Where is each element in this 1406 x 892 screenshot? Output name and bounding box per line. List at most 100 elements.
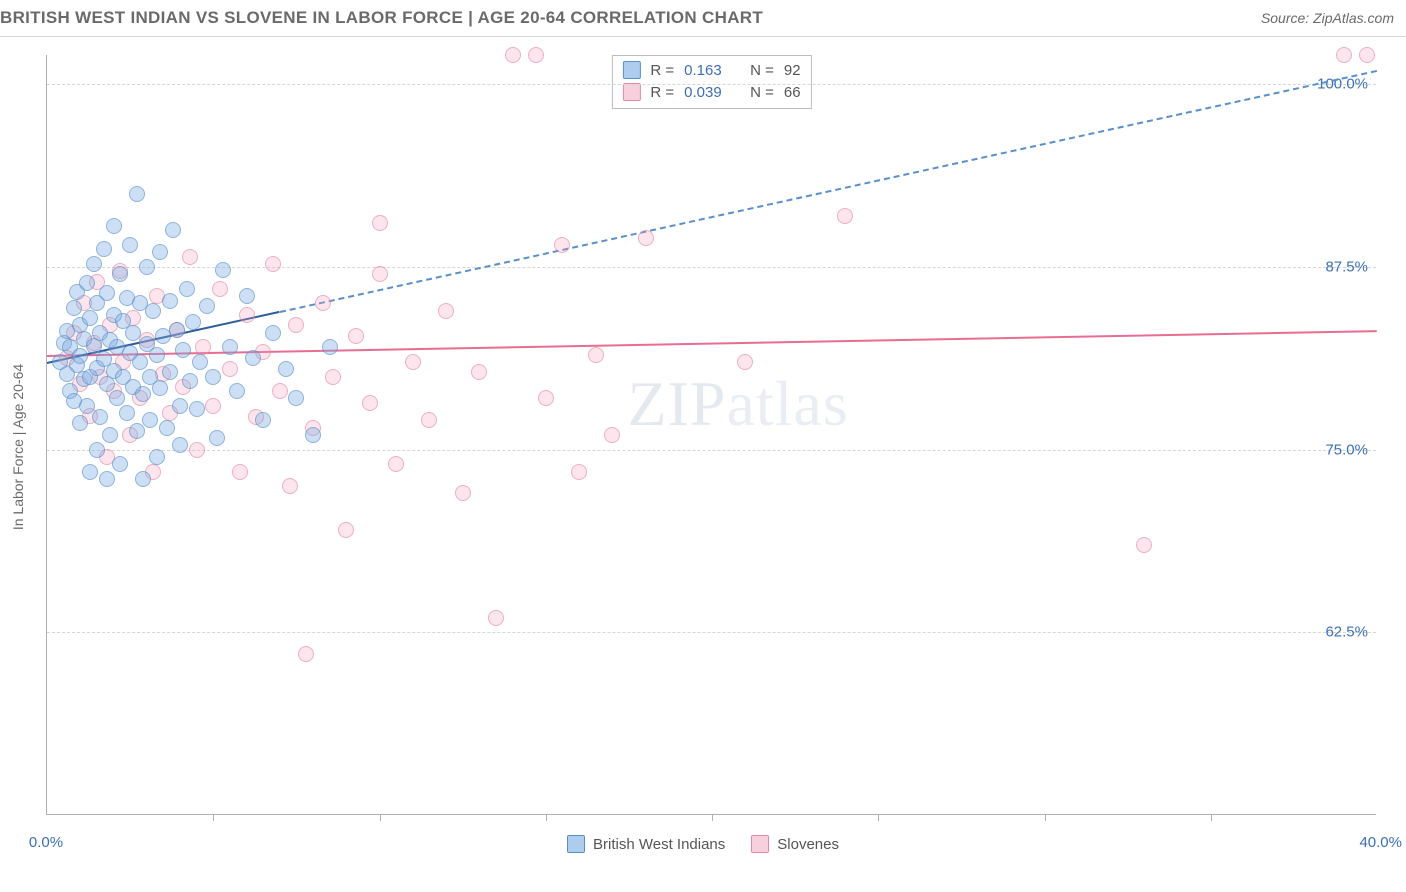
scatter-point-bwi — [199, 298, 215, 314]
n-value-b: 66 — [784, 84, 801, 101]
scatter-point-bwi — [99, 471, 115, 487]
scatter-point-bwi — [205, 369, 221, 385]
scatter-point-slovene — [588, 347, 604, 363]
scatter-point-slovene — [348, 328, 364, 344]
scatter-point-slovene — [282, 478, 298, 494]
scatter-point-bwi — [189, 401, 205, 417]
n-value-a: 92 — [784, 62, 801, 79]
watermark: ZIPatlas — [627, 367, 848, 441]
scatter-point-slovene — [837, 208, 853, 224]
x-tick — [712, 814, 713, 821]
x-tick-label-left: 0.0% — [29, 834, 63, 851]
scatter-point-bwi — [112, 456, 128, 472]
scatter-point-bwi — [305, 427, 321, 443]
scatter-point-bwi — [86, 256, 102, 272]
scatter-point-bwi — [255, 412, 271, 428]
scatter-point-bwi — [82, 464, 98, 480]
scatter-point-slovene — [554, 237, 570, 253]
legend-label-a: British West Indians — [593, 836, 725, 853]
scatter-point-slovene — [232, 464, 248, 480]
scatter-point-slovene — [471, 364, 487, 380]
scatter-point-slovene — [438, 303, 454, 319]
r-label-a: R = — [650, 62, 674, 79]
scatter-point-slovene — [405, 354, 421, 370]
scatter-point-slovene — [315, 295, 331, 311]
y-axis-label: In Labor Force | Age 20-64 — [10, 364, 26, 530]
swatch-pink-icon — [622, 83, 640, 101]
scatter-point-slovene — [571, 464, 587, 480]
scatter-point-bwi — [122, 237, 138, 253]
scatter-point-slovene — [372, 215, 388, 231]
gridline-h — [47, 267, 1376, 268]
scatter-point-bwi — [145, 303, 161, 319]
scatter-point-slovene — [388, 456, 404, 472]
scatter-point-bwi — [215, 262, 231, 278]
scatter-point-bwi — [182, 373, 198, 389]
x-tick — [380, 814, 381, 821]
scatter-point-bwi — [119, 405, 135, 421]
n-label-b: N = — [750, 84, 774, 101]
stats-row-a: R = 0.163 N = 92 — [622, 59, 800, 81]
scatter-point-bwi — [125, 325, 141, 341]
scatter-point-bwi — [96, 241, 112, 257]
scatter-point-bwi — [172, 437, 188, 453]
scatter-point-slovene — [1136, 537, 1152, 553]
scatter-point-bwi — [135, 471, 151, 487]
chart-title: BRITISH WEST INDIAN VS SLOVENE IN LABOR … — [0, 8, 763, 28]
scatter-point-bwi — [72, 415, 88, 431]
scatter-point-bwi — [172, 398, 188, 414]
scatter-point-slovene — [505, 47, 521, 63]
scatter-point-slovene — [528, 47, 544, 63]
scatter-point-slovene — [222, 361, 238, 377]
scatter-point-bwi — [185, 314, 201, 330]
scatter-point-bwi — [79, 398, 95, 414]
scatter-point-bwi — [165, 222, 181, 238]
scatter-point-slovene — [265, 256, 281, 272]
gridline-h — [47, 450, 1376, 451]
source-attribution: Source: ZipAtlas.com — [1261, 10, 1394, 26]
scatter-point-slovene — [182, 249, 198, 265]
scatter-point-bwi — [79, 275, 95, 291]
swatch-blue-icon — [622, 61, 640, 79]
scatter-point-slovene — [272, 383, 288, 399]
scatter-point-bwi — [162, 293, 178, 309]
scatter-point-bwi — [179, 281, 195, 297]
scatter-point-slovene — [455, 485, 471, 501]
scatter-point-bwi — [72, 348, 88, 364]
scatter-point-bwi — [82, 310, 98, 326]
gridline-h — [47, 84, 1376, 85]
scatter-point-bwi — [159, 420, 175, 436]
y-tick-label: 87.5% — [1325, 258, 1368, 275]
scatter-point-bwi — [106, 218, 122, 234]
scatter-point-bwi — [112, 266, 128, 282]
scatter-point-slovene — [288, 317, 304, 333]
scatter-point-bwi — [149, 347, 165, 363]
scatter-point-bwi — [278, 361, 294, 377]
scatter-point-bwi — [135, 386, 151, 402]
scatter-point-bwi — [129, 186, 145, 202]
scatter-point-slovene — [538, 390, 554, 406]
scatter-point-slovene — [421, 412, 437, 428]
x-tick-label-right: 40.0% — [1359, 834, 1402, 851]
scatter-point-bwi — [89, 442, 105, 458]
scatter-point-bwi — [229, 383, 245, 399]
scatter-point-slovene — [737, 354, 753, 370]
scatter-point-slovene — [488, 610, 504, 626]
header-bar: BRITISH WEST INDIAN VS SLOVENE IN LABOR … — [0, 0, 1406, 37]
x-tick — [878, 814, 879, 821]
scatter-point-bwi — [142, 412, 158, 428]
scatter-point-bwi — [162, 364, 178, 380]
bottom-legend: British West Indians Slovenes — [567, 835, 839, 853]
y-tick-label: 62.5% — [1325, 624, 1368, 641]
scatter-point-bwi — [265, 325, 281, 341]
scatter-point-bwi — [102, 427, 118, 443]
stats-legend-box: R = 0.163 N = 92 R = 0.039 N = 66 — [611, 55, 811, 109]
r-value-a: 0.163 — [684, 62, 732, 79]
scatter-point-slovene — [362, 395, 378, 411]
scatter-point-slovene — [298, 646, 314, 662]
scatter-point-slovene — [638, 230, 654, 246]
scatter-point-bwi — [192, 354, 208, 370]
scatter-point-slovene — [205, 398, 221, 414]
scatter-point-bwi — [152, 244, 168, 260]
scatter-point-bwi — [222, 339, 238, 355]
